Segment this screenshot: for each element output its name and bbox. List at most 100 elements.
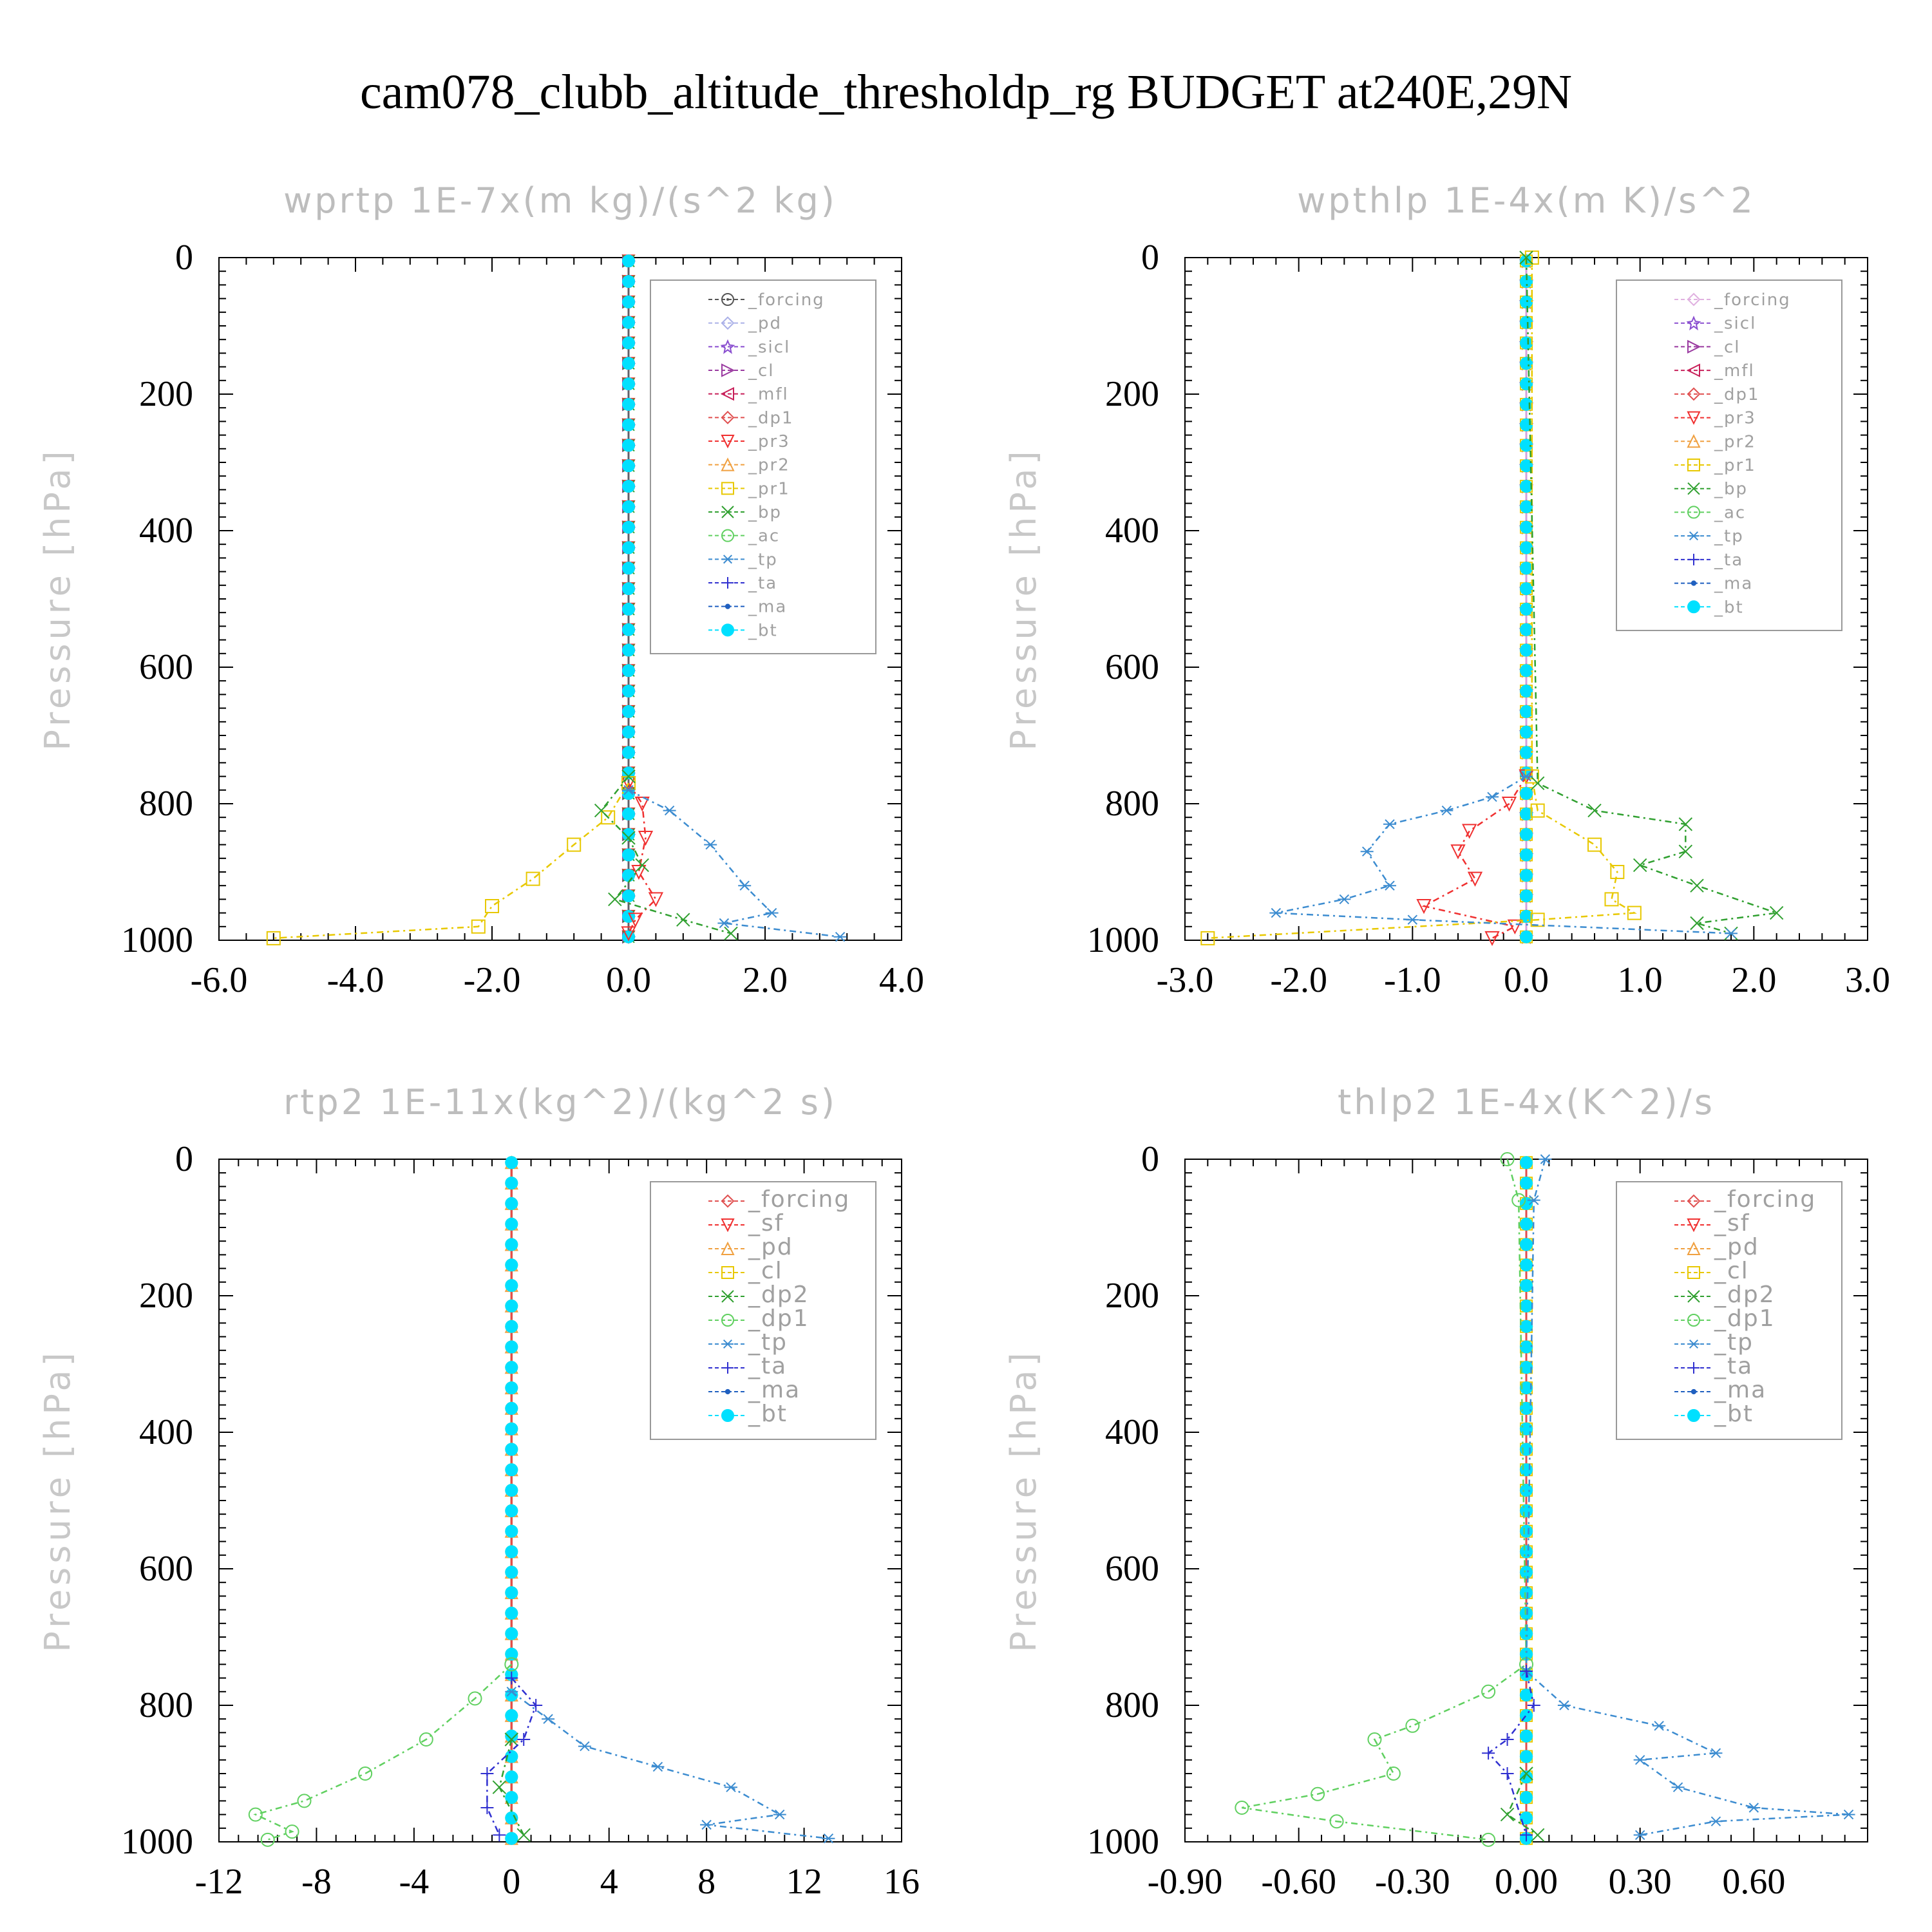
series-line	[1208, 258, 1637, 940]
legend-marker	[721, 623, 734, 637]
legend-label: _bp	[1714, 480, 1748, 499]
legend-marker	[1687, 434, 1701, 448]
legend-entry: _ma	[1674, 574, 1752, 594]
data-point	[480, 1801, 494, 1814]
data-point	[1842, 1809, 1855, 1820]
legend-marker	[721, 1194, 735, 1208]
zero-marker	[505, 1606, 518, 1620]
chart-panel-3: rtp2 1E-11x(kg^2)/(kg^2 s) Pressure [hPa]…	[37, 1082, 920, 1902]
zero-marker	[1520, 295, 1533, 308]
legend-marker	[1690, 580, 1697, 586]
legend-box	[650, 1181, 876, 1440]
series-line	[628, 789, 840, 938]
data-point	[266, 931, 281, 945]
zero-marker	[505, 1791, 518, 1804]
legend-label: _pd	[748, 314, 782, 334]
data-point	[1467, 871, 1483, 887]
legend-marker	[721, 316, 735, 330]
y-tick-label: 600	[139, 647, 193, 687]
x-tick-label: 0.0	[606, 960, 651, 1000]
data-point	[631, 865, 647, 880]
y-tick-label: 0	[175, 1139, 193, 1179]
data-point	[358, 1766, 373, 1781]
data-point	[651, 1761, 665, 1772]
legend-entry: _ac	[1674, 503, 1745, 522]
data-point	[648, 892, 664, 907]
legend-label: _ta	[1714, 551, 1743, 570]
zero-marker	[1520, 643, 1533, 657]
legend-marker	[1687, 1218, 1701, 1233]
data-point	[663, 805, 676, 816]
zero-marker	[622, 807, 635, 820]
legend-label: _tp	[1714, 527, 1744, 546]
legend-marker	[1687, 1409, 1700, 1422]
legend-label: _ta	[748, 574, 777, 593]
series-tp	[1269, 771, 1738, 939]
legend-entry: _cl	[708, 1258, 783, 1284]
x-tick-label: 3.0	[1845, 960, 1890, 1000]
data-point	[517, 1733, 531, 1746]
y-tick-label: 200	[139, 374, 193, 414]
data-point	[1530, 776, 1545, 790]
zero-marker	[622, 725, 635, 739]
legend-label: _mfl	[748, 385, 789, 404]
zero-marker	[622, 295, 635, 308]
legend-label: _dp2	[1714, 1282, 1776, 1308]
x-tick-label: 16	[884, 1862, 920, 1902]
legend-entry: _pr1	[708, 479, 789, 498]
legend-marker	[721, 1290, 734, 1303]
x-tick-label: 2.0	[743, 960, 788, 1000]
legend-marker	[721, 1241, 735, 1255]
y-tick-label: 200	[1105, 374, 1159, 414]
y-axis-label: Pressure [hPa]	[37, 447, 78, 750]
data-point	[504, 1657, 519, 1672]
zero-marker	[1520, 480, 1533, 493]
data-point	[1527, 1699, 1540, 1712]
legend-marker	[1687, 459, 1700, 471]
data-point	[1501, 1733, 1514, 1746]
legend-marker	[1687, 292, 1701, 307]
zero-marker	[505, 1524, 518, 1538]
y-axis-label: Pressure [hPa]	[37, 1349, 78, 1652]
data-point	[419, 1732, 433, 1747]
chart-panel-4: thlp2 1E-4x(K^2)/s Pressure [hPa] -0.90 -0.…	[1003, 1082, 1868, 1902]
zero-marker	[505, 1238, 518, 1251]
zero-marker	[622, 418, 635, 431]
series-line	[253, 1663, 513, 1841]
zero-marker	[1520, 705, 1533, 718]
x-tick-label: -0.60	[1261, 1862, 1336, 1902]
y-tick-label: 400	[1105, 1412, 1159, 1452]
zero-marker	[1520, 807, 1533, 820]
data-point	[1482, 1747, 1495, 1760]
zero-marker	[1520, 1770, 1533, 1784]
zero-marker	[1520, 1524, 1533, 1538]
data-point	[601, 810, 616, 825]
data-point	[529, 1699, 543, 1712]
legend-marker	[721, 1266, 734, 1279]
zero-marker	[1520, 500, 1533, 513]
data-point	[1501, 1767, 1514, 1780]
legend: _forcing_sf_pd_cl_dp2_dp1_tp_ta_ma_bt	[650, 1181, 876, 1440]
zero-marker	[1520, 1729, 1533, 1743]
legend-label: _dp1	[748, 408, 794, 428]
zero-marker	[622, 480, 635, 493]
legend: _forcing _sicl _cl _mfl _dp1 _pr3 _pr2 _pr1 _bp _…	[1616, 279, 1842, 631]
legend-marker	[1687, 600, 1700, 614]
x-tick-label: 1.0	[1618, 960, 1663, 1000]
legend-marker	[722, 1339, 734, 1349]
y-tick-label: 1000	[1087, 1822, 1159, 1862]
data-point	[578, 1741, 591, 1752]
legend-entry: _bt	[708, 1401, 786, 1427]
legend-label: _forcing	[748, 1186, 850, 1213]
legend-label: _cl	[748, 1258, 783, 1284]
zero-marker	[622, 643, 635, 657]
data-point	[260, 1832, 275, 1847]
data-point	[1725, 928, 1738, 939]
zero-marker	[1520, 1340, 1533, 1354]
figure-title: cam078_clubb_altitude_thresholdp_rg BUDG…	[360, 65, 1572, 119]
data-point	[492, 1780, 507, 1794]
series-line	[511, 1690, 829, 1839]
series-dp2	[492, 1732, 531, 1842]
panel-title: wpthlp 1E-4x(m K)/s^2	[1297, 180, 1756, 221]
data-point	[717, 918, 731, 929]
